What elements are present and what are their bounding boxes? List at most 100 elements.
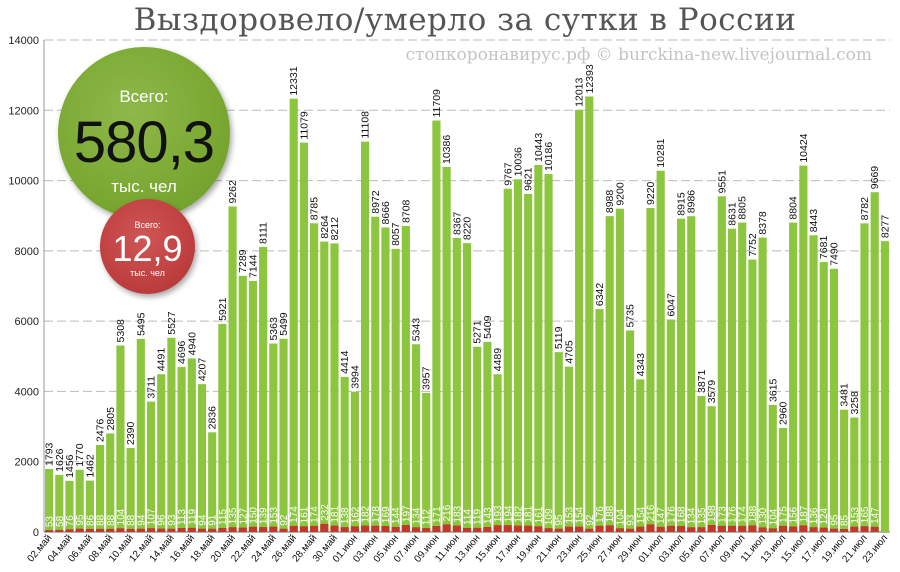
recovered-data-label: 8804 — [788, 196, 800, 220]
recovered-data-label: 8277 — [879, 215, 891, 239]
deaths-data-label: 135 — [697, 507, 708, 524]
recovered-bar — [248, 280, 258, 532]
deaths-data-label: 119 — [187, 508, 198, 524]
recovered-bar — [789, 222, 798, 532]
deaths-data-label: 181 — [524, 506, 535, 523]
recovered-bar — [259, 246, 268, 532]
recovered-data-label: 9621 — [523, 167, 535, 191]
recovered-data-label: 10036 — [512, 147, 524, 176]
recovered-bar — [187, 358, 196, 532]
deaths-data-label: 176 — [595, 506, 606, 523]
recovered-data-label: 5527 — [166, 311, 178, 335]
deaths-data-label: 153 — [850, 507, 861, 524]
recovered-data-label: 5271 — [472, 320, 484, 344]
deaths-data-label: 154 — [636, 506, 647, 523]
deaths-data-label: 161 — [299, 506, 310, 523]
recovered-bar — [503, 188, 512, 533]
recovered-bar — [157, 374, 166, 532]
recovered-data-label: 7681 — [818, 236, 830, 260]
recovered-bar — [697, 395, 706, 532]
deaths-bar — [585, 528, 594, 532]
recovered-data-label: 2805 — [105, 407, 117, 431]
recovered-data-label: 4696 — [176, 340, 188, 364]
deaths-data-label: 91 — [208, 514, 219, 526]
deaths-bar — [401, 525, 410, 532]
deaths-bar — [646, 524, 655, 532]
recovered-bar — [768, 404, 777, 532]
recovered-data-label: 12393 — [584, 64, 596, 93]
recovered-bar — [177, 366, 186, 532]
deaths-data-label: 88 — [96, 514, 107, 526]
deaths-data-label: 93 — [167, 514, 178, 526]
recovered-bar — [371, 216, 380, 532]
deaths-data-label: 53 — [45, 516, 56, 528]
recovered-bar — [75, 469, 84, 532]
deaths-data-label: 94 — [136, 514, 147, 526]
recovered-data-label: 2836 — [207, 406, 219, 430]
deaths-bar — [350, 526, 359, 532]
deaths-bar — [208, 528, 217, 532]
recovered-bar — [707, 406, 716, 532]
deaths-bar — [106, 528, 115, 532]
recovered-data-label: 10281 — [655, 138, 667, 167]
deaths-bar — [411, 527, 421, 532]
recovered-data-label: 5119 — [553, 326, 565, 349]
deaths-bar — [269, 526, 278, 532]
recovered-bar — [778, 427, 788, 532]
deaths-total-label: Всего: — [134, 220, 161, 230]
deaths-bar — [605, 525, 614, 532]
recovered-data-label: 5921 — [217, 297, 229, 321]
deaths-bar — [636, 526, 645, 532]
recovered-data-label: 5495 — [135, 312, 147, 336]
deaths-bar — [789, 526, 798, 532]
deaths-data-label: 58 — [55, 515, 66, 527]
recovered-bar — [676, 218, 686, 533]
deaths-bar — [452, 525, 461, 532]
deaths-data-label: 193 — [493, 505, 504, 522]
y-tick-label: 4000 — [15, 386, 39, 398]
deaths-bar — [177, 528, 186, 532]
deaths-bar — [259, 527, 268, 532]
recovered-bar — [452, 237, 461, 532]
deaths-data-label: 143 — [483, 507, 494, 524]
deaths-bar — [299, 526, 308, 532]
deaths-data-label: 161 — [534, 506, 545, 523]
deaths-data-label: 144 — [391, 507, 402, 524]
recovered-data-label: 8972 — [370, 190, 382, 214]
recovered-data-label: 5409 — [482, 315, 494, 339]
deaths-data-label: 95 — [829, 514, 840, 526]
deaths-bar — [126, 528, 135, 532]
deaths-data-label: 174 — [289, 506, 300, 523]
recovered-bar — [279, 338, 288, 532]
recovered-data-label: 4940 — [186, 332, 198, 356]
recovered-bar — [666, 319, 675, 532]
deaths-data-label: 162 — [350, 506, 361, 523]
deaths-bar — [187, 527, 196, 532]
deaths-bar — [513, 525, 523, 532]
recovered-data-label: 8264 — [319, 215, 331, 239]
deaths-data-label: 113 — [177, 509, 188, 525]
deaths-data-label: 182 — [361, 505, 372, 522]
recovered-data-label: 2960 — [777, 401, 789, 425]
recovered-data-label: 3994 — [349, 365, 361, 389]
deaths-data-label: 198 — [707, 505, 718, 522]
deaths-data-label: 88 — [106, 514, 117, 526]
recovered-data-label: 9262 — [227, 180, 239, 204]
deaths-data-label: 178 — [371, 506, 382, 523]
recovered-bar — [126, 448, 135, 532]
deaths-data-label: 216 — [442, 504, 453, 521]
recovered-bar — [146, 401, 156, 532]
y-tick-label: 8000 — [15, 246, 39, 258]
deaths-bar — [727, 525, 737, 532]
recovered-bar — [799, 165, 808, 533]
recovered-bar — [850, 417, 859, 532]
recovered-bar — [340, 376, 349, 532]
deaths-bar — [799, 525, 808, 532]
recovered-data-label: 3481 — [839, 383, 851, 407]
recovered-bar — [738, 222, 747, 532]
recovered-data-label: 10424 — [798, 133, 810, 162]
deaths-data-label: 173 — [717, 506, 728, 523]
recovered-data-label: 9220 — [645, 181, 657, 205]
deaths-data-label: 94 — [197, 514, 208, 526]
recovered-bar — [136, 338, 145, 532]
